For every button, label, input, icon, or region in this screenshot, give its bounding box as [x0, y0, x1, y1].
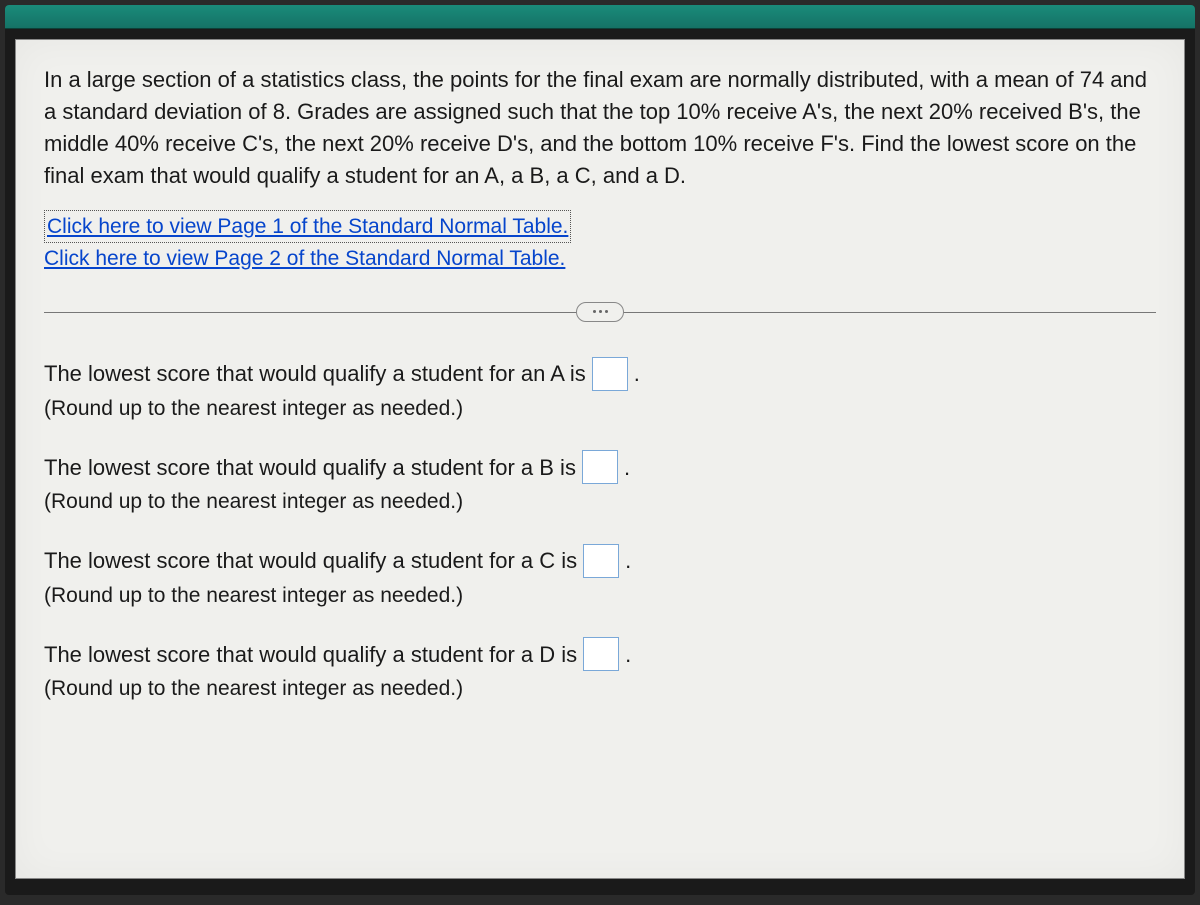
- section-divider: [44, 295, 1156, 329]
- answer-row-d: The lowest score that would qualify a st…: [44, 637, 1156, 705]
- answer-prompt-text: The lowest score that would qualify a st…: [44, 544, 577, 577]
- answer-row-c: The lowest score that would qualify a st…: [44, 544, 1156, 612]
- answer-row-b: The lowest score that would qualify a st…: [44, 450, 1156, 518]
- window-frame: In a large section of a statistics class…: [5, 5, 1195, 895]
- answer-hint-d: (Round up to the nearest integer as need…: [44, 673, 1156, 705]
- link-normal-table-page2[interactable]: Click here to view Page 2 of the Standar…: [44, 243, 1156, 275]
- answer-prompt-a: The lowest score that would qualify a st…: [44, 357, 1156, 391]
- answer-hint-a: (Round up to the nearest integer as need…: [44, 393, 1156, 425]
- answer-prompt-suffix: .: [625, 544, 631, 577]
- dot-icon: [605, 310, 608, 313]
- answer-prompt-suffix: .: [634, 357, 640, 390]
- answer-prompt-text: The lowest score that would qualify a st…: [44, 638, 577, 671]
- answer-prompt-d: The lowest score that would qualify a st…: [44, 637, 1156, 671]
- expand-handle[interactable]: [576, 302, 624, 322]
- answer-prompt-text: The lowest score that would qualify a st…: [44, 357, 586, 390]
- problem-statement: In a large section of a statistics class…: [44, 64, 1156, 192]
- answer-prompt-text: The lowest score that would qualify a st…: [44, 451, 576, 484]
- dot-icon: [599, 310, 602, 313]
- answer-prompt-suffix: .: [625, 638, 631, 671]
- answer-input-d[interactable]: [583, 637, 619, 671]
- answer-input-b[interactable]: [582, 450, 618, 484]
- link-normal-table-page1[interactable]: Click here to view Page 1 of the Standar…: [44, 210, 571, 244]
- answer-row-a: The lowest score that would qualify a st…: [44, 357, 1156, 425]
- reference-links: Click here to view Page 1 of the Standar…: [44, 210, 1156, 275]
- answer-hint-b: (Round up to the nearest integer as need…: [44, 486, 1156, 518]
- answer-input-c[interactable]: [583, 544, 619, 578]
- answer-prompt-c: The lowest score that would qualify a st…: [44, 544, 1156, 578]
- answer-prompt-b: The lowest score that would qualify a st…: [44, 450, 1156, 484]
- dot-icon: [593, 310, 596, 313]
- answer-hint-c: (Round up to the nearest integer as need…: [44, 580, 1156, 612]
- answer-prompt-suffix: .: [624, 451, 630, 484]
- window-titlebar: [5, 5, 1195, 29]
- answer-input-a[interactable]: [592, 357, 628, 391]
- question-panel: In a large section of a statistics class…: [15, 39, 1185, 879]
